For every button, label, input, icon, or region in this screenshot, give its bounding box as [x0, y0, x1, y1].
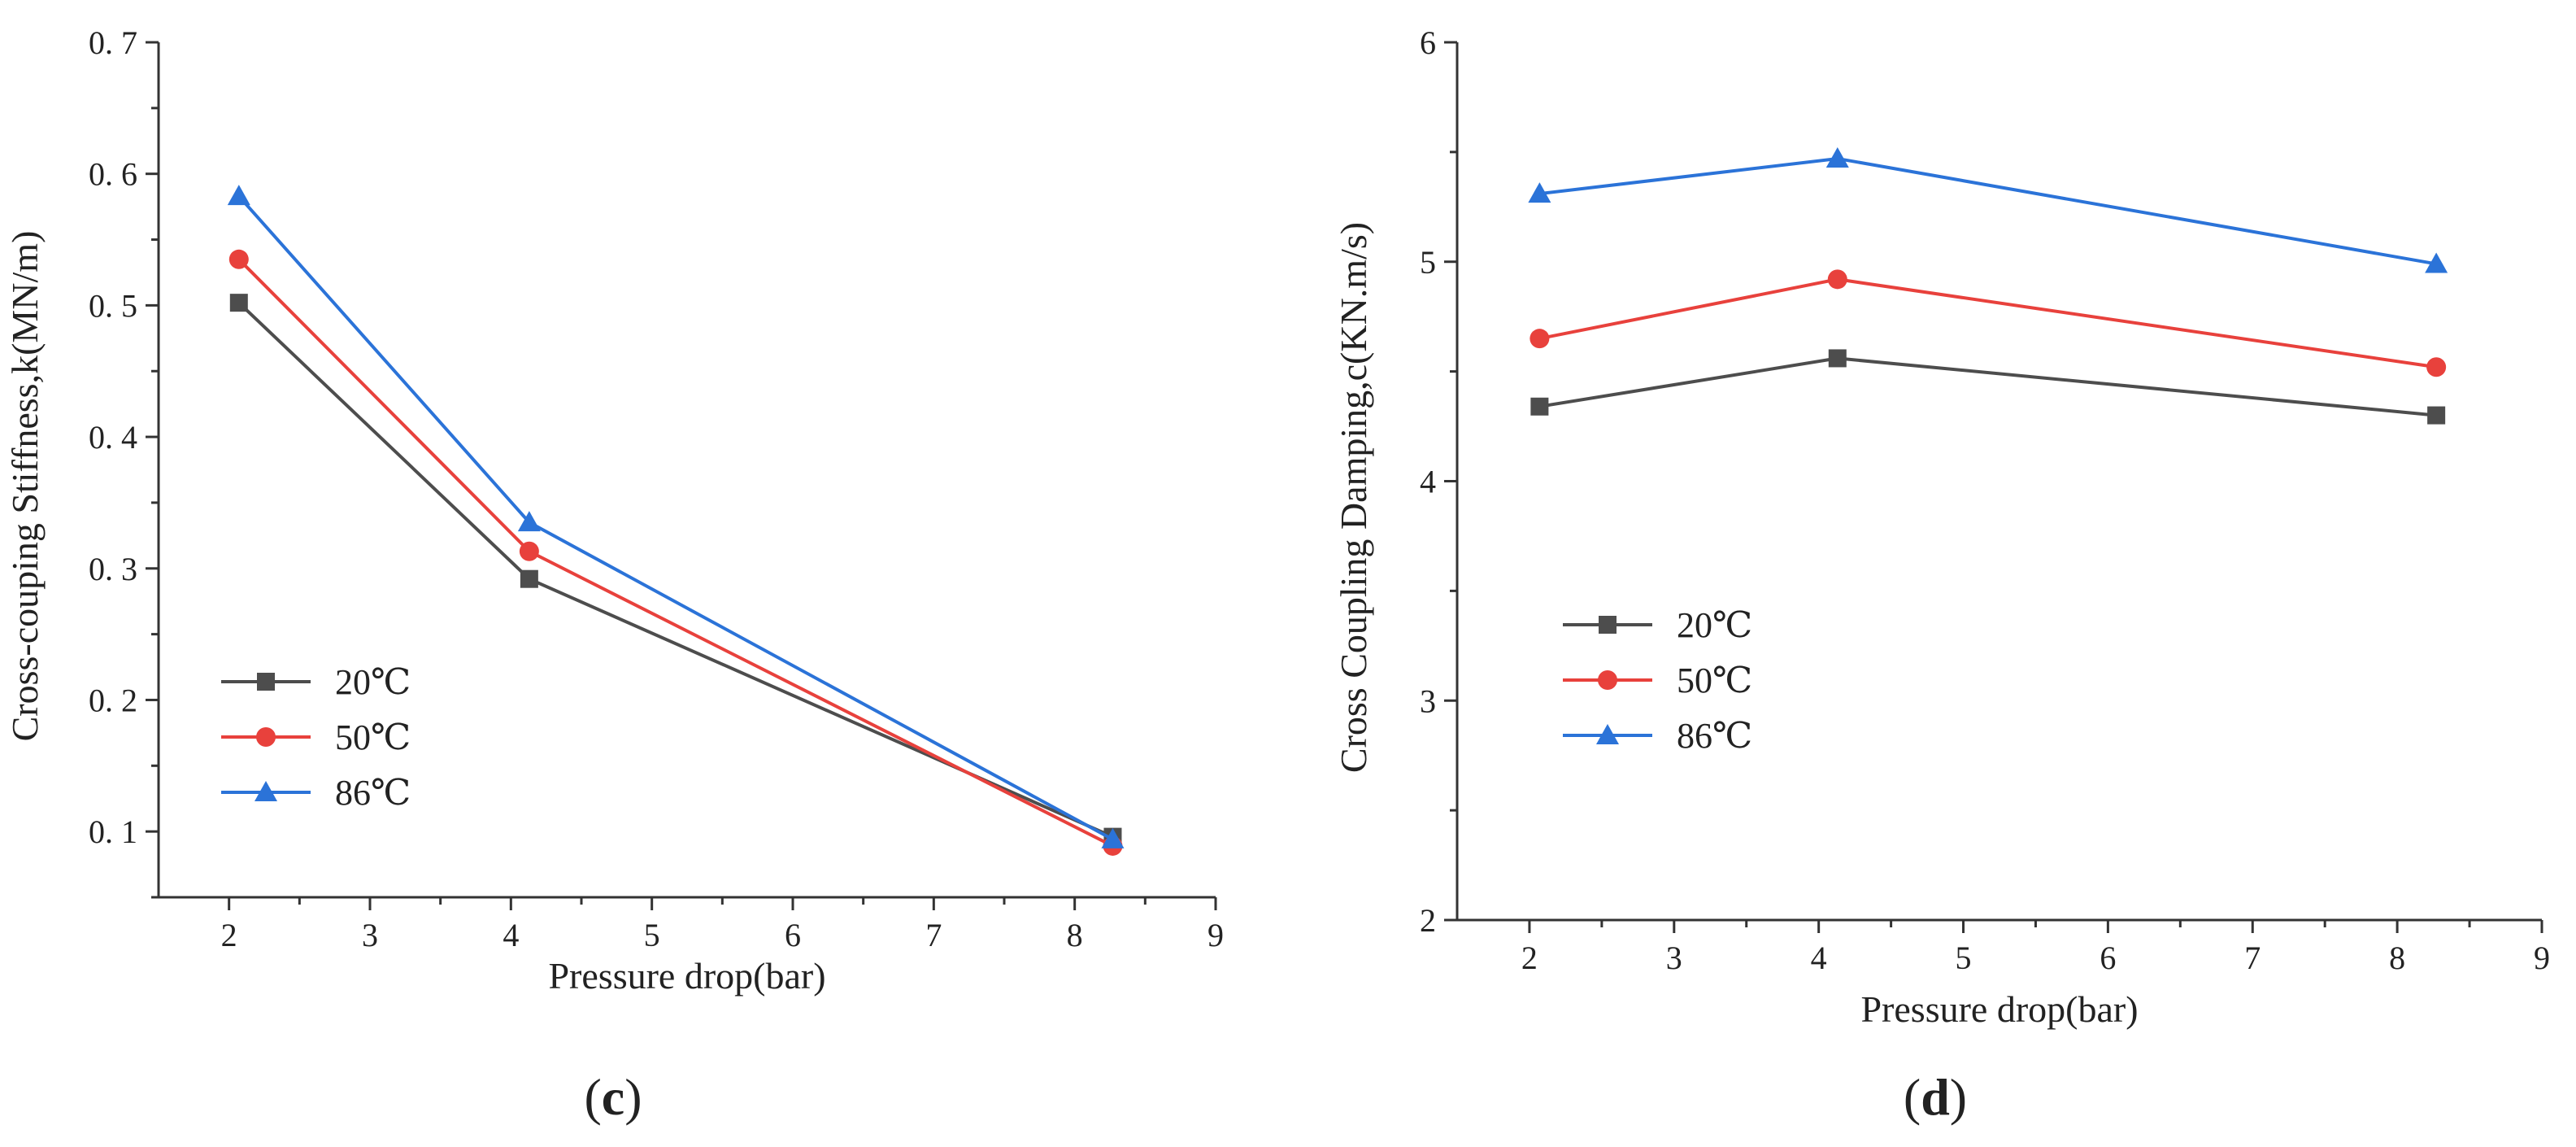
x-tick-label-d-5: 5 — [1956, 940, 1972, 976]
data-point-c-s86-0 — [227, 185, 250, 206]
x-tick-label-d-9: 9 — [2534, 940, 2550, 976]
y-tick-label-c-1: 0. 2 — [89, 682, 137, 718]
data-point-d-s50-0 — [1530, 329, 1550, 349]
legend-label-d-s20: 20℃ — [1677, 605, 1752, 645]
data-point-c-s50-0 — [228, 249, 249, 269]
data-point-d-s86-1 — [1825, 146, 1849, 168]
data-point-d-s20-0 — [1530, 397, 1549, 416]
data-point-d-s86-0 — [1528, 182, 1551, 203]
x-tick-label-c-2: 2 — [221, 917, 237, 953]
y-tick-label-c-5: 0. 6 — [89, 156, 137, 193]
legend-label-d-s86: 86℃ — [1677, 716, 1752, 756]
y-tick-label-c-4: 0. 5 — [89, 287, 137, 324]
y-axis-title-d: Cross Coupling Damping,c(KN.m/s) — [1333, 222, 1374, 773]
legend-label-c-s50: 50℃ — [335, 717, 411, 757]
x-axis-title-c: Pressure drop(bar) — [548, 955, 825, 997]
x-tick-label-c-8: 8 — [1067, 917, 1083, 953]
x-tick-label-d-3: 3 — [1666, 940, 1682, 976]
y-axis-title-c: Cross-couping Stiffness,k(MN/m) — [4, 231, 46, 742]
data-point-d-s20-2 — [2427, 406, 2446, 425]
x-tick-label-c-9: 9 — [1208, 917, 1224, 953]
y-tick-label-c-2: 0. 3 — [89, 551, 137, 587]
legend-marker-c-s86 — [255, 781, 277, 801]
y-tick-label-d-4: 6 — [1420, 24, 1436, 61]
x-axis-title-d: Pressure drop(bar) — [1860, 988, 2138, 1030]
data-point-d-s50-2 — [2426, 357, 2447, 377]
axes-c — [157, 42, 1216, 899]
series-line-c-s50 — [237, 258, 1114, 848]
y-tick-label-d-0: 2 — [1420, 902, 1436, 939]
data-point-c-s86-1 — [517, 511, 541, 532]
series-line-d-s86 — [1539, 156, 2437, 266]
axes-d — [1456, 42, 2542, 922]
series-line-d-s50 — [1538, 277, 2437, 369]
legend-label-c-s20: 20℃ — [335, 662, 411, 702]
x-tick-label-c-4: 4 — [503, 917, 519, 953]
data-point-d-s86-2 — [2425, 252, 2448, 273]
x-tick-label-c-5: 5 — [644, 917, 660, 953]
data-point-c-s20-0 — [229, 294, 248, 312]
data-point-d-s20-1 — [1828, 349, 1847, 368]
panel-label-d: (d) — [1904, 1068, 1967, 1126]
data-point-c-s20-1 — [520, 569, 538, 588]
x-tick-label-c-3: 3 — [362, 917, 378, 953]
y-tick-label-d-2: 4 — [1420, 464, 1436, 500]
legend-marker-d-s86 — [1596, 724, 1619, 744]
y-tick-label-c-3: 0. 4 — [89, 419, 137, 456]
legend-label-d-s50: 50℃ — [1677, 661, 1752, 700]
x-tick-label-d-6: 6 — [2100, 940, 2116, 976]
data-point-d-s50-1 — [1827, 269, 1847, 290]
legend-marker-d-s50 — [1598, 670, 1617, 690]
y-tick-label-d-3: 5 — [1420, 244, 1436, 281]
data-point-c-s86-2 — [1101, 827, 1125, 848]
chart-panel-d: 2 3 4 5 6 7 8 9 2 3 4 5 6 Pressure drop(bar) Cross Cou… — [1333, 24, 2550, 1030]
x-tick-label-c-7: 7 — [925, 917, 942, 953]
y-tick-label-c-6: 0. 7 — [89, 24, 137, 61]
series-line-d-s20 — [1539, 356, 2437, 417]
data-point-c-s50-1 — [519, 541, 539, 561]
chart-panel-c: 2 3 4 5 6 7 8 9 0. 1 0. 2 0. 3 0. 4 0. 5 0. 6 0. 7 Pres… — [4, 24, 1224, 997]
legend-marker-c-s20 — [257, 673, 275, 691]
legend-marker-c-s50 — [256, 727, 276, 747]
x-tick-label-c-6: 6 — [785, 917, 801, 953]
y-tick-label-c-0: 0. 1 — [89, 813, 137, 850]
x-tick-label-d-8: 8 — [2389, 940, 2405, 976]
x-tick-label-d-7: 7 — [2244, 940, 2261, 976]
legend-label-c-s86: 86℃ — [335, 773, 411, 813]
y-tick-label-d-1: 3 — [1420, 683, 1436, 719]
panel-label-c: (c) — [584, 1068, 642, 1126]
x-tick-label-d-2: 2 — [1521, 940, 1538, 976]
x-tick-label-d-4: 4 — [1811, 940, 1827, 976]
legend-marker-d-s20 — [1599, 616, 1617, 634]
